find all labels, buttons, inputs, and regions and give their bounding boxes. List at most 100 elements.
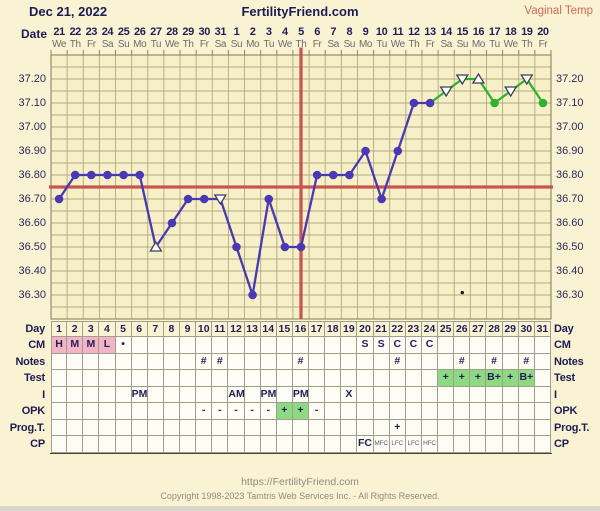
date-header-cell[interactable]: 30 — [198, 26, 211, 38]
day-number-cell[interactable]: 18 — [325, 320, 342, 337]
day-number-cell[interactable]: 24 — [421, 320, 439, 337]
day-number-cell[interactable]: 14 — [260, 320, 277, 337]
cell-notes-day16[interactable]: # — [292, 353, 310, 370]
temp-point-circle[interactable] — [70, 170, 80, 180]
day-number-cell[interactable]: 11 — [212, 320, 229, 337]
temp-point-circle[interactable] — [361, 146, 370, 156]
day-number-cell[interactable]: 5 — [115, 320, 132, 337]
temp-point-circle[interactable] — [135, 170, 145, 180]
date-header-cell[interactable]: 18 — [504, 26, 517, 38]
day-number-cell[interactable]: 3 — [83, 320, 100, 337]
date-header-cell[interactable]: 4 — [282, 26, 288, 38]
day-number-cell[interactable]: 19 — [341, 320, 358, 337]
day-number-cell[interactable]: 26 — [454, 320, 471, 337]
day-number-cell[interactable]: 31 — [534, 320, 551, 337]
day-number-cell[interactable]: 17 — [309, 320, 326, 337]
day-number-cell[interactable]: 8 — [163, 320, 181, 337]
cell-test-day30[interactable]: B+ — [518, 370, 535, 387]
cell-cm-day5[interactable]: • — [115, 337, 132, 354]
date-header-cell[interactable]: 11 — [392, 26, 404, 38]
date-header-cell[interactable]: 25 — [117, 26, 130, 38]
day-number-cell[interactable]: 22 — [389, 320, 406, 337]
date-header-cell[interactable]: 1 — [233, 26, 240, 38]
temp-point-triangle-down[interactable] — [520, 74, 534, 86]
cell-cp-day24[interactable]: HFC — [421, 436, 439, 453]
date-header-cell[interactable]: 8 — [346, 26, 353, 38]
date-header-cell[interactable]: 14 — [440, 26, 452, 38]
cell-test-day27[interactable]: + — [470, 370, 487, 387]
bbt-chart[interactable] — [0, 0, 600, 460]
cell-opk-day10[interactable]: - — [196, 403, 213, 420]
cell-i-day16[interactable]: PM — [292, 386, 310, 403]
day-number-cell[interactable]: 7 — [147, 320, 164, 337]
date-header-cell[interactable]: 29 — [182, 26, 194, 38]
date-header-cell[interactable]: 3 — [265, 26, 272, 38]
date-header-cell[interactable]: 2 — [249, 26, 256, 38]
cell-cp-day23[interactable]: LFC — [405, 436, 422, 453]
day-number-cell[interactable]: 13 — [244, 320, 261, 337]
temp-point-triangle-down[interactable] — [439, 86, 453, 98]
day-number-cell[interactable]: 30 — [518, 320, 535, 337]
day-number-cell[interactable]: 25 — [438, 320, 455, 337]
temp-point-circle[interactable] — [296, 242, 306, 252]
temp-point-triangle-down[interactable] — [504, 86, 518, 98]
date-header-cell[interactable]: 6 — [314, 26, 320, 38]
temp-point-circle[interactable] — [54, 194, 64, 204]
temp-point-circle[interactable] — [377, 194, 386, 204]
day-number-cell[interactable]: 9 — [180, 320, 197, 337]
date-header-cell[interactable]: 31 — [214, 26, 227, 38]
cell-opk-day17[interactable]: - — [309, 403, 326, 420]
day-number-cell[interactable]: 23 — [405, 320, 422, 337]
temp-point-circle[interactable] — [264, 194, 274, 204]
cell-cm-day20[interactable]: S — [357, 337, 374, 354]
temp-point-circle[interactable] — [87, 170, 96, 180]
date-header-cell[interactable]: 23 — [85, 26, 98, 38]
cell-test-day29[interactable]: + — [502, 370, 519, 387]
cell-notes-day11[interactable]: # — [212, 353, 229, 370]
date-header-cell[interactable]: 27 — [150, 26, 162, 38]
cell-cm-day24[interactable]: C — [421, 337, 439, 354]
temp-point-circle[interactable] — [199, 194, 209, 204]
cell-opk-day12[interactable]: - — [228, 403, 245, 420]
cell-notes-day30[interactable]: # — [518, 353, 535, 370]
temp-point-triangle-up[interactable] — [149, 240, 163, 252]
temp-point-circle[interactable] — [248, 290, 257, 300]
day-number-cell[interactable]: 2 — [67, 320, 84, 337]
date-header-cell[interactable]: 10 — [375, 26, 388, 38]
day-number-cell[interactable]: 10 — [196, 320, 213, 337]
cell-cm-day22[interactable]: C — [389, 337, 406, 354]
cell-test-day25[interactable]: + — [438, 370, 455, 387]
cell-i-day14[interactable]: PM — [260, 386, 277, 403]
date-header-cell[interactable]: 15 — [456, 26, 469, 38]
cell-cm-day3[interactable]: M — [83, 337, 100, 354]
day-number-cell[interactable]: 21 — [373, 320, 390, 337]
cell-notes-day22[interactable]: # — [389, 353, 406, 370]
cell-opk-day14[interactable]: - — [260, 403, 277, 420]
cell-cm-day1[interactable]: H — [51, 337, 68, 354]
temp-point-circle[interactable] — [328, 170, 338, 180]
date-header-cell[interactable]: 24 — [101, 26, 114, 38]
temp-point-circle[interactable] — [490, 98, 499, 108]
date-header-cell[interactable]: 20 — [537, 26, 549, 38]
cell-i-day19[interactable]: X — [341, 386, 358, 403]
date-header-cell[interactable]: 7 — [330, 26, 337, 38]
day-number-cell[interactable]: 16 — [292, 320, 310, 337]
cell-opk-day13[interactable]: - — [244, 403, 261, 420]
cell-i-day12[interactable]: AM — [228, 386, 245, 403]
cell-opk-day15[interactable]: + — [276, 403, 293, 420]
cell-progt-day22[interactable]: + — [389, 419, 406, 436]
day-number-cell[interactable]: 6 — [131, 320, 148, 337]
cell-test-day28[interactable]: B+ — [486, 370, 503, 387]
temp-point-circle[interactable] — [232, 242, 241, 252]
day-number-cell[interactable]: 15 — [276, 320, 293, 337]
temp-point-circle[interactable] — [119, 170, 128, 180]
day-number-cell[interactable]: 12 — [228, 320, 245, 337]
temp-point-circle[interactable] — [183, 194, 193, 204]
date-header-cell[interactable]: 9 — [362, 26, 369, 38]
date-header-cell[interactable]: 26 — [133, 26, 146, 38]
date-header-cell[interactable]: 13 — [424, 26, 436, 38]
cell-cp-day20[interactable]: FC — [357, 436, 374, 453]
date-header-cell[interactable]: 22 — [69, 26, 81, 38]
temp-point-circle[interactable] — [345, 170, 354, 180]
cell-cm-day2[interactable]: M — [67, 337, 84, 354]
